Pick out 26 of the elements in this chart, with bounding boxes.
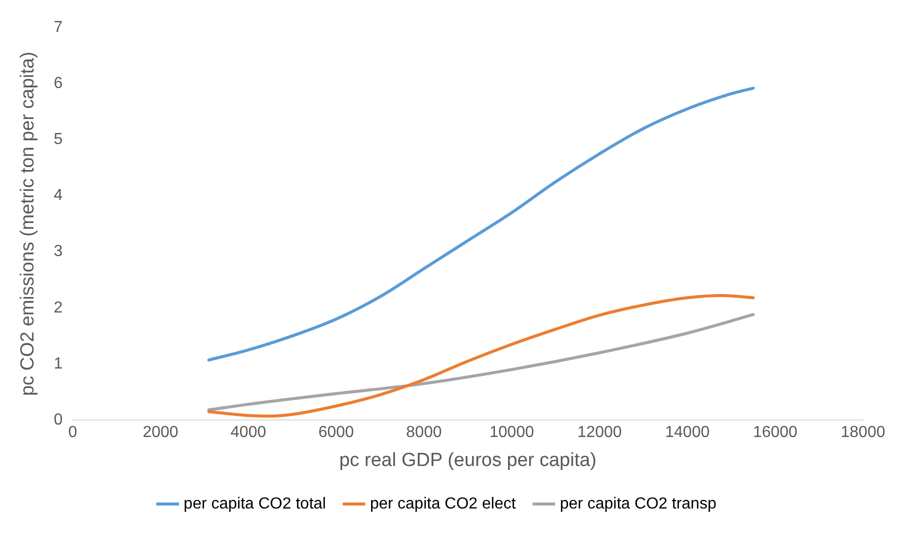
y-tick-label: 3 [54, 243, 63, 260]
x-tick-label: 2000 [142, 424, 178, 442]
y-tick-label: 7 [54, 19, 63, 36]
x-tick-label: 12000 [577, 424, 622, 442]
y-tick-label: 5 [54, 131, 63, 148]
y-tick-label: 1 [54, 355, 63, 372]
x-tick-label: 4000 [230, 424, 266, 442]
y-axis-title: pc CO2 emissions (metric ton per capita) [18, 52, 39, 396]
y-tick-label: 6 [54, 75, 63, 92]
line-series [207, 86, 755, 362]
x-axis-title: pc real GDP (euros per capita) [339, 450, 597, 471]
x-tick-label: 6000 [318, 424, 354, 442]
legend-label: per capita CO2 transp [560, 495, 716, 512]
x-tick-label: 16000 [752, 424, 798, 442]
x-tick-label: 10000 [490, 424, 534, 442]
legend-label: per capita CO2 elect [370, 495, 516, 512]
legend-label: per capita CO2 total [184, 495, 326, 512]
x-tick-label: 0 [68, 424, 78, 442]
x-tick-label: 8000 [406, 424, 442, 442]
y-tick-label: 2 [54, 299, 63, 316]
x-tick-label: 14000 [665, 424, 710, 442]
y-tick-label: 4 [54, 187, 63, 204]
line-series [207, 313, 755, 412]
line-series [207, 294, 755, 418]
x-tick-label: 18000 [840, 424, 886, 442]
y-tick-label: 0 [54, 411, 63, 428]
